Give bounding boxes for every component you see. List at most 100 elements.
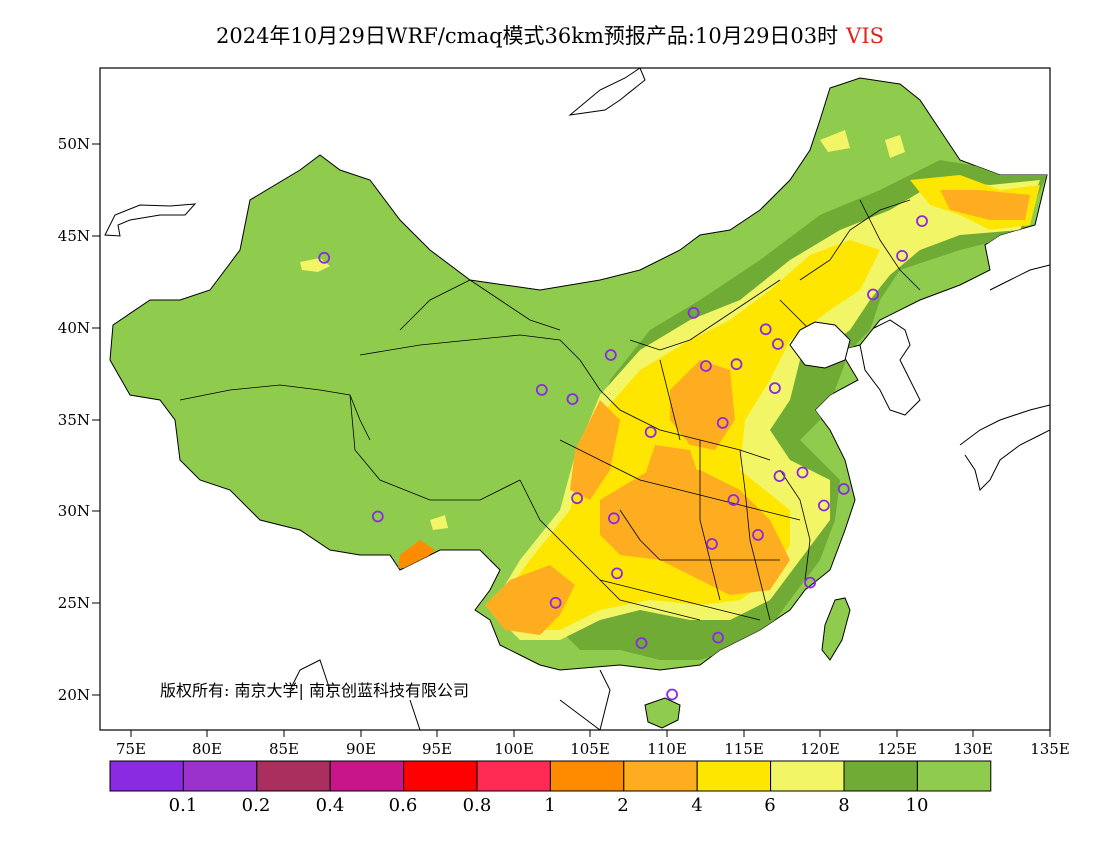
station-marker [769, 382, 781, 395]
station-marker [730, 358, 743, 371]
lon-tick-label: 85E [269, 740, 299, 758]
copyright-text: 版权所有: 南京大学| 南京创蓝科技有限公司 [160, 681, 469, 700]
colorbar-label: 10 [906, 795, 929, 816]
lon-tick-label: 90E [346, 740, 376, 758]
island-hainan [644, 697, 681, 729]
station-marker [716, 416, 729, 429]
lon-tick-labels: 75E 80E 85E 90E 95E 100E 105E 110E 115E … [116, 740, 1070, 758]
colorbar-label: 6 [764, 795, 775, 816]
plot-frame [99, 67, 1051, 731]
coastline-indochina [559, 669, 611, 730]
lon-tick-label: 115E [724, 740, 764, 758]
colorbar-labels: 0.1 0.2 0.4 0.6 0.8 1 2 4 6 8 10 [169, 795, 929, 816]
station-marker [727, 494, 740, 506]
colorbar-swatch [843, 760, 918, 792]
colorbar-label: 0.8 [463, 795, 492, 816]
colorbar-label: 0.1 [169, 795, 198, 816]
colorbar-swatches [109, 760, 992, 792]
colorbar-swatch [916, 760, 992, 792]
lat-tick-label: 35N [58, 411, 90, 429]
bohai-bay [789, 321, 851, 369]
colorbar-swatch [182, 760, 258, 792]
variable-label: VIS [846, 24, 885, 48]
lat-axis: 50N 45N 40N 35N 30N 25N 20N [58, 135, 100, 704]
vis-band-orange-sw [485, 565, 575, 635]
province-boundaries [179, 199, 921, 621]
coastline-west [104, 203, 197, 237]
colorbar-swatch [696, 760, 772, 792]
colorbar-swatch [623, 760, 698, 792]
vis-band-orange-sichuan [570, 400, 620, 500]
title-text: 2024年10月29日WRF/cmaq模式36km预报产品:10月29日03时 [215, 24, 839, 48]
coastline-hainan-gulf [289, 659, 421, 730]
colorbar-swatch [476, 760, 551, 792]
station-marker [818, 499, 830, 512]
vis-band-orange-henan [645, 445, 700, 490]
vis-band-orange-ne [940, 190, 1030, 220]
station-marker [566, 393, 579, 406]
station-marker [604, 349, 617, 361]
station-marker [837, 483, 850, 495]
station-marker [535, 383, 548, 396]
colorbar-swatch [770, 760, 845, 792]
lon-tick-label: 105E [570, 740, 610, 758]
lon-tick-label: 80E [192, 740, 222, 758]
colorbar-label: 8 [838, 795, 849, 816]
lon-tick-label: 75E [116, 740, 146, 758]
station-marker [608, 512, 620, 525]
coastline-russia-east [989, 264, 1050, 291]
china-landmass [109, 77, 1048, 729]
station-marker [896, 249, 908, 262]
vis-band-orange-central [600, 470, 790, 595]
station-marker [687, 306, 700, 319]
map-title: 2024年10月29日WRF/cmaq模式36km预报产品:10月29日03时 V… [0, 20, 1100, 50]
colorbar-label: 4 [691, 795, 702, 816]
colorbar-label: 2 [617, 795, 628, 816]
station-marker [804, 576, 816, 589]
lon-tick-label: 120E [800, 740, 840, 758]
colorbar-swatch [109, 760, 184, 792]
station-marker [752, 529, 764, 541]
vis-patch-northeast-a [820, 130, 850, 152]
vis-band-orange-yunnan [398, 540, 435, 568]
lon-tick-label: 125E [877, 740, 917, 758]
vis-patch-tibet [430, 515, 448, 530]
lon-tick-label: 110E [647, 740, 687, 758]
lat-tick-label: 50N [58, 135, 90, 153]
station-marker [666, 688, 678, 701]
station-marker [706, 538, 718, 550]
vis-patch-northeast-b [885, 135, 905, 158]
station-marker [773, 470, 786, 483]
station-marker [611, 567, 623, 580]
coastline-northeast-sea [568, 68, 646, 116]
colorbar-label: 0.4 [316, 795, 345, 816]
colorbar-label: 0.6 [389, 795, 418, 816]
lat-tick-label: 30N [58, 502, 90, 520]
station-marker [772, 338, 784, 350]
station-marker [371, 510, 384, 523]
coastline-korea [859, 319, 921, 416]
station-marker [549, 596, 562, 609]
lat-tick-label: 40N [58, 319, 90, 337]
lat-tick-label: 45N [58, 227, 90, 245]
colorbar-swatch [403, 760, 478, 792]
lon-axis [130, 730, 1051, 737]
lat-tick-label: 20N [58, 686, 90, 704]
lon-tick-label: 100E [494, 740, 534, 758]
station-marker [700, 360, 712, 372]
island-taiwan [821, 597, 851, 661]
station-marker [759, 323, 772, 336]
colorbar-swatch [549, 760, 625, 792]
coastline-japan [959, 404, 1050, 491]
colorbar: 0.1 0.2 0.4 0.6 0.8 1 2 4 6 8 10 [109, 760, 992, 816]
colorbar-swatch [256, 760, 331, 792]
station-marker [712, 631, 724, 644]
station-marker [318, 251, 331, 264]
lon-tick-label: 130E [953, 740, 993, 758]
colorbar-label: 1 [544, 795, 555, 816]
lon-tick-label: 95E [422, 740, 452, 758]
station-marker [796, 466, 809, 479]
vis-patch-xinjiang [300, 258, 330, 272]
station-marker [571, 492, 583, 505]
